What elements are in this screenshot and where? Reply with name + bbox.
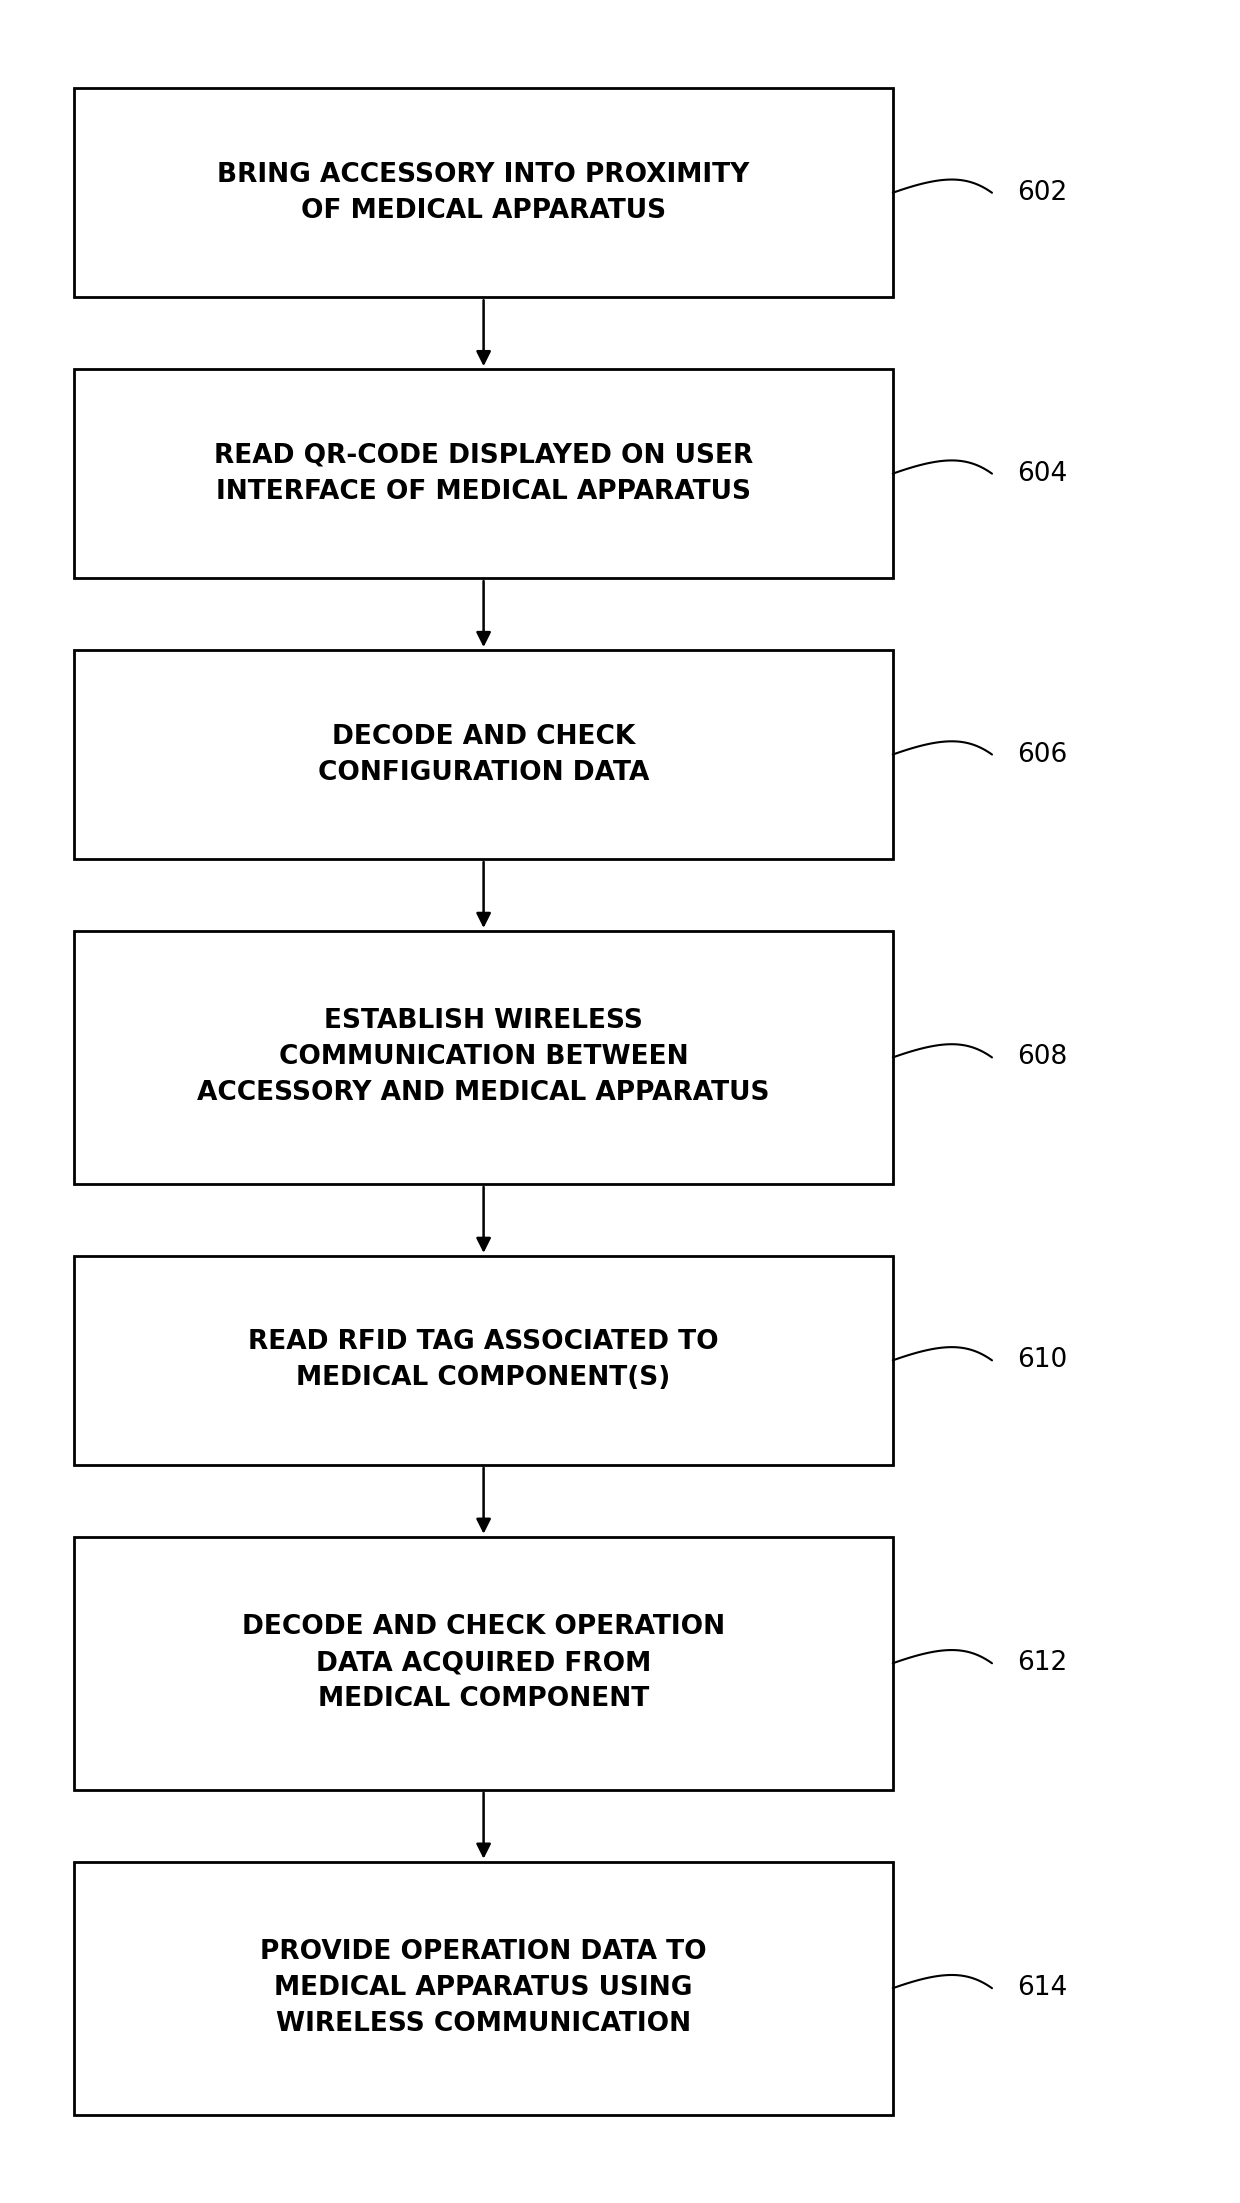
Text: READ RFID TAG ASSOCIATED TO
MEDICAL COMPONENT(S): READ RFID TAG ASSOCIATED TO MEDICAL COMP… [248,1328,719,1392]
FancyBboxPatch shape [74,930,893,1183]
FancyBboxPatch shape [74,1862,893,2115]
Text: 610: 610 [1017,1348,1068,1372]
Text: 606: 606 [1017,742,1068,767]
FancyBboxPatch shape [74,88,893,297]
Text: PROVIDE OPERATION DATA TO
MEDICAL APPARATUS USING
WIRELESS COMMUNICATION: PROVIDE OPERATION DATA TO MEDICAL APPARA… [260,1939,707,2038]
Text: 608: 608 [1017,1044,1068,1071]
Text: BRING ACCESSORY INTO PROXIMITY
OF MEDICAL APPARATUS: BRING ACCESSORY INTO PROXIMITY OF MEDICA… [217,161,750,225]
Text: 612: 612 [1017,1650,1068,1676]
Text: 614: 614 [1017,1976,1068,2000]
Text: 602: 602 [1017,181,1068,205]
FancyBboxPatch shape [74,650,893,859]
FancyBboxPatch shape [74,368,893,577]
Text: READ QR-CODE DISPLAYED ON USER
INTERFACE OF MEDICAL APPARATUS: READ QR-CODE DISPLAYED ON USER INTERFACE… [215,443,753,504]
Text: 604: 604 [1017,460,1068,487]
Text: DECODE AND CHECK OPERATION
DATA ACQUIRED FROM
MEDICAL COMPONENT: DECODE AND CHECK OPERATION DATA ACQUIRED… [242,1615,725,1712]
Text: ESTABLISH WIRELESS
COMMUNICATION BETWEEN
ACCESSORY AND MEDICAL APPARATUS: ESTABLISH WIRELESS COMMUNICATION BETWEEN… [197,1009,770,1106]
Text: DECODE AND CHECK
CONFIGURATION DATA: DECODE AND CHECK CONFIGURATION DATA [317,723,650,786]
FancyBboxPatch shape [74,1535,893,1789]
FancyBboxPatch shape [74,1256,893,1465]
